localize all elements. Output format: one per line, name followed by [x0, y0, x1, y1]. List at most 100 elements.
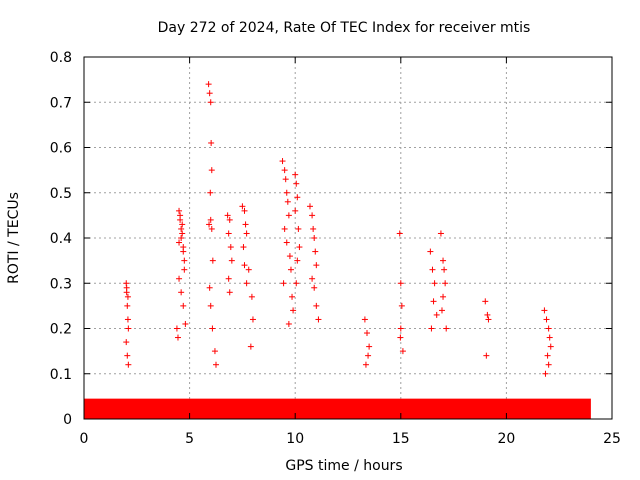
data-points [84, 81, 591, 419]
y-tick-label: 0.4 [50, 231, 72, 247]
data-point [225, 275, 232, 282]
data-point [125, 325, 132, 332]
data-point [180, 302, 187, 309]
data-point [243, 280, 250, 287]
data-point [227, 244, 234, 251]
data-point [365, 352, 372, 359]
data-point [249, 316, 256, 323]
data-point [483, 352, 490, 359]
y-tick-label: 0.7 [50, 95, 72, 111]
data-point [285, 320, 292, 327]
data-point [243, 230, 250, 237]
data-point [209, 257, 216, 264]
data-point [545, 325, 552, 332]
data-point [282, 176, 289, 183]
data-point [311, 284, 318, 291]
data-point [207, 302, 214, 309]
data-point [366, 343, 373, 350]
data-point [225, 230, 232, 237]
data-point [207, 99, 214, 106]
data-point [398, 302, 405, 309]
data-point [364, 330, 371, 337]
data-point [228, 257, 235, 264]
data-point [248, 293, 255, 300]
plot-frame [83, 56, 613, 420]
data-point [245, 266, 252, 273]
data-point [207, 216, 214, 223]
data-point [485, 316, 492, 323]
data-point [283, 239, 290, 246]
data-point [178, 235, 185, 241]
data-point [226, 216, 233, 223]
data-point [124, 293, 131, 300]
data-point [242, 221, 249, 228]
data-point [310, 225, 317, 232]
x-tick-label: 25 [603, 431, 621, 447]
data-point [208, 139, 215, 146]
data-point [207, 189, 214, 196]
data-point [247, 343, 254, 350]
data-point [542, 370, 549, 377]
data-point [313, 262, 320, 269]
data-point [213, 361, 219, 368]
data-point [293, 180, 300, 187]
data-point [123, 284, 130, 291]
data-point [438, 307, 445, 314]
data-point [397, 325, 404, 332]
data-point [397, 280, 404, 287]
data-point [396, 230, 403, 237]
data-point [440, 293, 447, 300]
data-point [312, 248, 319, 255]
data-point [283, 189, 290, 196]
data-point [443, 325, 450, 332]
grid-lines [84, 57, 612, 419]
data-point [179, 221, 186, 228]
data-point [279, 158, 286, 165]
data-point [296, 244, 303, 251]
data-point [176, 207, 183, 214]
y-tick-label: 0.3 [50, 276, 72, 292]
data-point [286, 253, 293, 260]
data-point [124, 316, 131, 323]
data-point [442, 280, 449, 287]
data-point [441, 266, 448, 273]
data-point [429, 266, 436, 273]
data-point [173, 325, 180, 332]
data-point [431, 280, 438, 287]
data-point [309, 275, 316, 282]
x-tick-label: 5 [185, 431, 194, 447]
data-point [205, 81, 212, 88]
y-tick-label: 0.8 [50, 50, 72, 66]
data-point [181, 257, 188, 264]
y-tick-label: 0 [63, 412, 72, 428]
data-point [433, 311, 440, 318]
data-point [428, 325, 435, 332]
data-point [306, 203, 313, 210]
data-point [545, 361, 552, 368]
y-tick-label: 0.6 [50, 141, 72, 157]
data-point [211, 348, 218, 355]
data-point [125, 361, 132, 368]
data-point [176, 239, 183, 246]
data-point [177, 212, 184, 219]
data-point [309, 212, 316, 219]
axis-ticks: 0 0.1 0.2 0.3 0.4 0.5 0.6 0.7 0.8 0 5 10 15 20 25 [50, 50, 621, 447]
data-point [224, 212, 231, 219]
data-point [241, 207, 248, 214]
data-point [240, 244, 247, 251]
data-point [541, 307, 548, 314]
x-axis-label: GPS time / hours [285, 458, 402, 474]
data-point [180, 248, 187, 255]
data-point [546, 334, 553, 341]
data-point [430, 298, 437, 305]
x-tick-label: 15 [392, 431, 410, 447]
y-tick-label: 0.2 [50, 322, 72, 338]
data-point [292, 171, 299, 178]
data-point [484, 311, 491, 318]
data-point [362, 361, 369, 368]
x-tick-label: 0 [80, 431, 89, 447]
y-tick-label: 0.5 [50, 186, 72, 202]
x-tick-label: 10 [286, 431, 304, 447]
data-point [179, 230, 186, 237]
data-point [281, 167, 288, 174]
